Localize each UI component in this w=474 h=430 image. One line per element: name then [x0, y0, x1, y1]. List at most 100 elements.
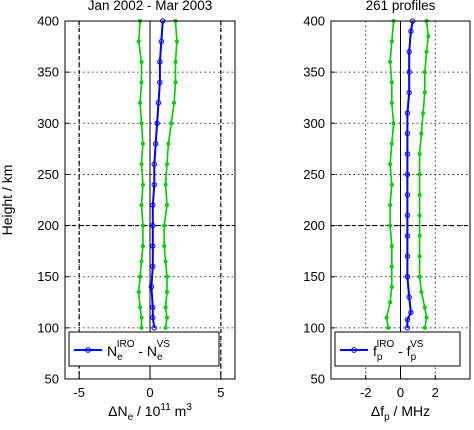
data-point — [150, 202, 156, 208]
data-point — [404, 192, 411, 198]
y-tick-label: 250 — [37, 167, 59, 182]
data-point — [426, 34, 431, 39]
legend-swatch-marker — [351, 347, 357, 353]
data-point — [139, 121, 144, 126]
data-point — [163, 325, 168, 330]
data-point — [422, 70, 427, 75]
data-point — [138, 100, 143, 105]
data-point — [139, 325, 144, 330]
data-point — [404, 233, 411, 239]
data-point — [148, 284, 155, 290]
y-tick-label: 100 — [37, 320, 59, 335]
data-point — [163, 305, 168, 310]
data-point — [166, 141, 171, 146]
series-line-right — [163, 20, 178, 329]
data-point — [408, 309, 414, 316]
x-tick-label: 0 — [397, 385, 404, 400]
data-point — [150, 222, 156, 229]
data-point — [404, 110, 411, 116]
data-point — [389, 141, 394, 146]
y-tick-label: 100 — [303, 320, 325, 335]
y-tick-label: 200 — [37, 218, 59, 233]
data-point — [404, 171, 411, 178]
y-tick-label: 300 — [303, 116, 325, 131]
y-axis-label: Height / km — [0, 165, 15, 236]
data-point — [138, 274, 143, 279]
data-point — [139, 59, 144, 64]
data-point — [139, 162, 144, 167]
data-point — [139, 315, 144, 320]
data-point — [422, 305, 427, 310]
data-point — [421, 111, 426, 116]
legend: NeIRO - NeVS — [68, 331, 220, 367]
data-point — [417, 151, 422, 156]
data-point — [404, 253, 411, 259]
data-point — [406, 294, 412, 300]
legend-swatch-marker — [85, 347, 91, 353]
y-tick-label: 350 — [37, 65, 59, 80]
data-point — [388, 300, 393, 305]
data-point — [417, 172, 422, 177]
data-point — [384, 315, 389, 320]
data-point — [388, 203, 393, 208]
chart-title: Jan 2002 - Mar 2003 — [88, 0, 213, 13]
data-point — [391, 121, 396, 126]
x-tick-label: 0 — [146, 385, 153, 400]
data-point — [140, 182, 145, 187]
series-mean — [148, 18, 166, 331]
data-point — [163, 182, 168, 187]
legend-label: NeIRO - NeVS — [107, 339, 170, 363]
x-axis-label: Δfp / MHz — [371, 403, 430, 423]
legend: fpIRO - fpVS — [334, 331, 461, 367]
data-point — [154, 120, 160, 126]
data-point — [404, 130, 411, 137]
data-point — [150, 304, 156, 311]
x-axis-label: ΔNe / 1011 m3 — [108, 402, 192, 423]
data-point — [422, 90, 427, 95]
data-point — [172, 100, 177, 105]
data-point — [389, 100, 394, 105]
y-tick-label: 350 — [303, 65, 325, 80]
y-tick-label: 300 — [37, 116, 59, 131]
data-point — [151, 325, 157, 331]
data-point — [404, 325, 411, 331]
data-point — [389, 39, 394, 44]
data-point — [165, 290, 169, 295]
data-point — [139, 80, 144, 85]
data-point — [155, 100, 162, 106]
data-point — [136, 290, 141, 295]
data-point — [163, 259, 168, 264]
series-line-left — [137, 20, 144, 328]
data-point — [404, 316, 411, 323]
data-point — [389, 264, 394, 269]
legend-label: fpIRO - fpVS — [373, 339, 424, 363]
data-point — [140, 141, 145, 146]
x-tick-label: 2 — [432, 385, 439, 400]
data-point — [174, 39, 179, 44]
data-point — [165, 315, 169, 320]
data-point — [417, 233, 422, 238]
data-point — [150, 243, 156, 249]
data-point — [151, 181, 157, 188]
series-left — [384, 19, 396, 330]
data-point — [173, 59, 178, 64]
data-point — [158, 38, 165, 45]
data-point — [162, 244, 167, 249]
data-point — [408, 28, 414, 34]
y-tick-label: 400 — [37, 14, 59, 29]
data-point — [165, 274, 169, 279]
data-point — [150, 314, 156, 321]
data-point — [151, 161, 157, 167]
data-point — [404, 151, 411, 157]
data-point — [165, 203, 169, 208]
data-point — [388, 223, 393, 228]
x-tick-label: 5 — [217, 385, 224, 400]
data-point — [424, 315, 429, 320]
data-point — [388, 59, 393, 64]
data-point — [138, 305, 143, 310]
data-point — [140, 244, 145, 249]
data-point — [157, 79, 163, 86]
data-point — [404, 212, 411, 219]
y-tick-label: 50 — [45, 372, 59, 387]
